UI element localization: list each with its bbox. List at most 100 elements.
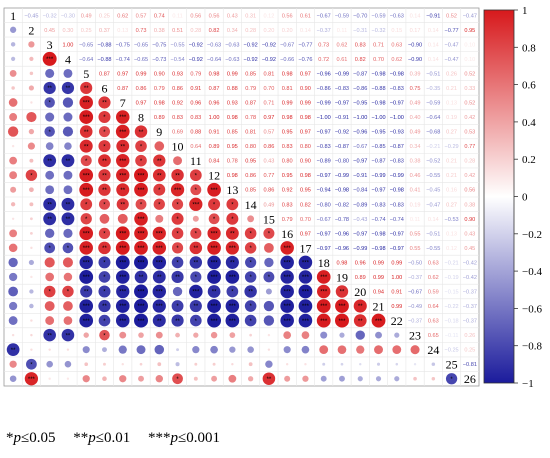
coef-label: 0.16 — [446, 188, 457, 194]
coef-label: −0.51 — [426, 71, 440, 77]
correlation-circle — [116, 284, 130, 299]
coef-label: 0.64 — [190, 144, 201, 150]
correlation-circle — [244, 271, 257, 283]
coef-label: 0.11 — [337, 28, 347, 34]
variable-label-13: 13 — [226, 183, 238, 197]
correlation-circle — [25, 169, 38, 181]
significance-stars: *** — [119, 115, 127, 121]
coef-label: 0.41 — [410, 188, 421, 194]
correlation-circle — [29, 56, 34, 61]
coef-label: 0.83 — [282, 144, 293, 150]
coef-label: 0.81 — [282, 86, 293, 92]
coef-label: 0.92 — [282, 188, 293, 194]
correlation-circle — [8, 257, 18, 268]
correlation-circle — [171, 270, 184, 284]
coef-label: −0.97 — [317, 231, 331, 237]
correlation-circle — [8, 243, 18, 253]
coef-label: 0.91 — [190, 86, 201, 92]
coef-label: 0.99 — [136, 71, 147, 77]
correlation-circle — [30, 333, 33, 337]
correlation-circle — [283, 331, 292, 339]
coef-label: 0.75 — [410, 86, 421, 92]
correlation-circle — [45, 316, 55, 325]
significance-stars: ** — [102, 246, 107, 252]
correlation-circle — [134, 255, 148, 270]
correlation-circle — [171, 300, 184, 312]
colorbar-tick-label: −0.8 — [522, 341, 542, 353]
correlation-circle — [210, 331, 218, 339]
correlation-circle — [375, 331, 382, 339]
correlation-circle — [118, 345, 127, 354]
coef-label: −0.92 — [335, 130, 349, 136]
significance-stars: *** — [119, 130, 127, 136]
coef-label: 0.52 — [464, 71, 475, 77]
coef-label: 0.90 — [464, 217, 475, 223]
correlation-circle — [208, 198, 221, 211]
significance-stars: *** — [284, 290, 292, 296]
coef-label: −0.92 — [189, 57, 203, 63]
correlation-circle — [61, 328, 75, 342]
coef-label: −0.21 — [445, 260, 459, 266]
coef-label: −0.82 — [335, 202, 349, 208]
coef-label: −0.55 — [426, 173, 440, 179]
correlation-circle — [135, 154, 147, 167]
coef-label: 0.14 — [428, 217, 439, 223]
correlation-circle — [225, 241, 239, 255]
correlation-circle — [280, 313, 294, 328]
correlation-circle — [431, 376, 436, 381]
coef-label: 0.96 — [355, 260, 366, 266]
correlation-circle — [82, 346, 90, 354]
significance-stars: *** — [119, 304, 127, 310]
correlation-circle — [298, 313, 313, 328]
correlation-circle — [211, 375, 218, 382]
significance-stars: * — [176, 304, 179, 310]
coef-label: 0.80 — [300, 144, 311, 150]
coef-label: −0.99 — [371, 173, 385, 179]
correlation-circle — [207, 241, 221, 255]
significance-stars: ** — [248, 290, 253, 296]
correlation-circle — [298, 270, 313, 284]
coef-label: 0.79 — [245, 86, 256, 92]
correlation-circle — [138, 332, 144, 338]
correlation-circle — [244, 314, 257, 327]
correlation-circle — [115, 270, 130, 284]
significance-stars: * — [213, 202, 216, 208]
coef-label: 0.69 — [172, 130, 183, 136]
coef-label: 0.45 — [464, 246, 475, 252]
coef-label: −0.99 — [335, 71, 349, 77]
significance-stars: * — [450, 377, 453, 383]
coef-label: 0.33 — [464, 86, 475, 92]
correlation-circle — [28, 128, 35, 135]
coef-label: −0.43 — [353, 217, 367, 223]
coef-label: −0.74 — [371, 217, 385, 223]
correlation-circle — [135, 140, 147, 152]
coef-label: −0.73 — [152, 57, 166, 63]
correlation-circle — [154, 344, 165, 355]
coef-label: −0.54 — [170, 57, 184, 63]
correlation-circle — [84, 362, 89, 367]
coef-label: 0.70 — [300, 217, 311, 223]
correlation-circle — [61, 212, 75, 226]
coef-label: 0.34 — [227, 28, 238, 34]
significance-stars: *** — [229, 246, 237, 252]
coef-label: −0.83 — [390, 86, 404, 92]
variable-label-4: 4 — [65, 52, 71, 66]
coef-label: 0.34 — [410, 144, 421, 150]
correlation-circle — [207, 285, 221, 298]
correlation-circle — [8, 286, 19, 297]
coef-label: 0.88 — [190, 130, 201, 136]
correlation-circle — [359, 362, 362, 366]
coef-label: −0.59 — [371, 13, 385, 19]
coef-label: 0.97 — [300, 71, 311, 77]
coef-label: −0.45 — [426, 188, 440, 194]
coef-label: −0.63 — [225, 57, 239, 63]
coef-label: −0.83 — [371, 202, 385, 208]
significance-stars: ** — [193, 246, 198, 252]
coef-label: −0.97 — [390, 231, 404, 237]
variable-label-2: 2 — [28, 23, 34, 37]
correlation-circle — [283, 346, 291, 354]
correlation-circle — [98, 154, 111, 168]
significance-stars: * — [231, 290, 234, 296]
correlation-circle — [63, 68, 73, 78]
variable-label-10: 10 — [172, 140, 184, 154]
